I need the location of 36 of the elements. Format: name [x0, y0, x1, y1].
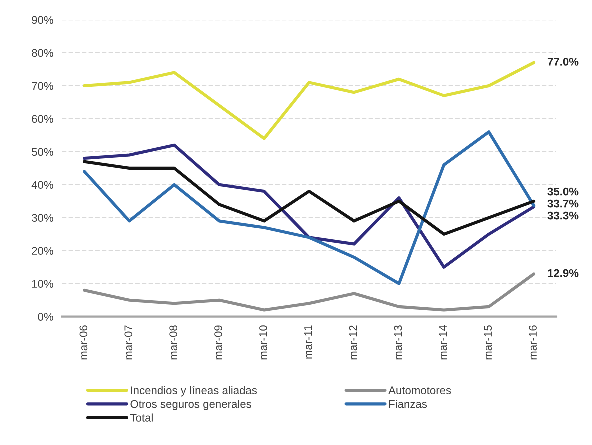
y-tick-label: 10%	[32, 280, 54, 288]
x-tick-label: mar-16	[529, 326, 537, 360]
y-tick-label: 80%	[32, 49, 54, 58]
line-series	[83, 130, 536, 286]
x-tick-label: mar-06	[80, 326, 88, 360]
data-label: 35.0%	[548, 188, 579, 196]
line-series	[83, 160, 536, 236]
y-tick-label: 40%	[32, 181, 54, 190]
line-series	[83, 144, 536, 269]
x-tick-label: mar-15	[484, 326, 492, 360]
legend-label: Incendios y líneas aliadas	[131, 386, 258, 397]
x-tick-label: mar-12	[349, 326, 358, 360]
y-tick-label: 90%	[32, 16, 54, 24]
y-tick-label: 0%	[38, 313, 54, 321]
line-series	[83, 61, 536, 140]
legend-label: Total	[130, 414, 153, 422]
legend-label: Automotores	[388, 386, 452, 394]
x-tick-label: mar-08	[170, 326, 178, 360]
data-label: 77.0%	[548, 58, 579, 66]
line-series	[83, 272, 536, 312]
y-tick-label: 30%	[32, 214, 54, 222]
x-tick-label: mar-10	[259, 326, 268, 360]
legend-label: Fianzas	[389, 400, 428, 408]
x-tick-label: mar-13	[394, 326, 402, 360]
y-tick-label: 50%	[32, 148, 54, 156]
x-tick-label: mar-07	[124, 326, 133, 360]
x-tick-label: mar-14	[439, 325, 448, 360]
data-label: 12.9%	[548, 269, 579, 278]
y-tick-label: 70%	[32, 82, 54, 90]
legend-label: Otros seguros generales	[130, 400, 252, 410]
y-tick-label: 20%	[32, 247, 54, 256]
data-label: 33.3%	[548, 212, 579, 220]
x-tick-label: mar-09	[214, 326, 222, 360]
x-tick-label: mar-11	[304, 326, 312, 359]
y-tick-label: 60%	[32, 115, 54, 124]
data-label: 33.7%	[548, 200, 579, 208]
